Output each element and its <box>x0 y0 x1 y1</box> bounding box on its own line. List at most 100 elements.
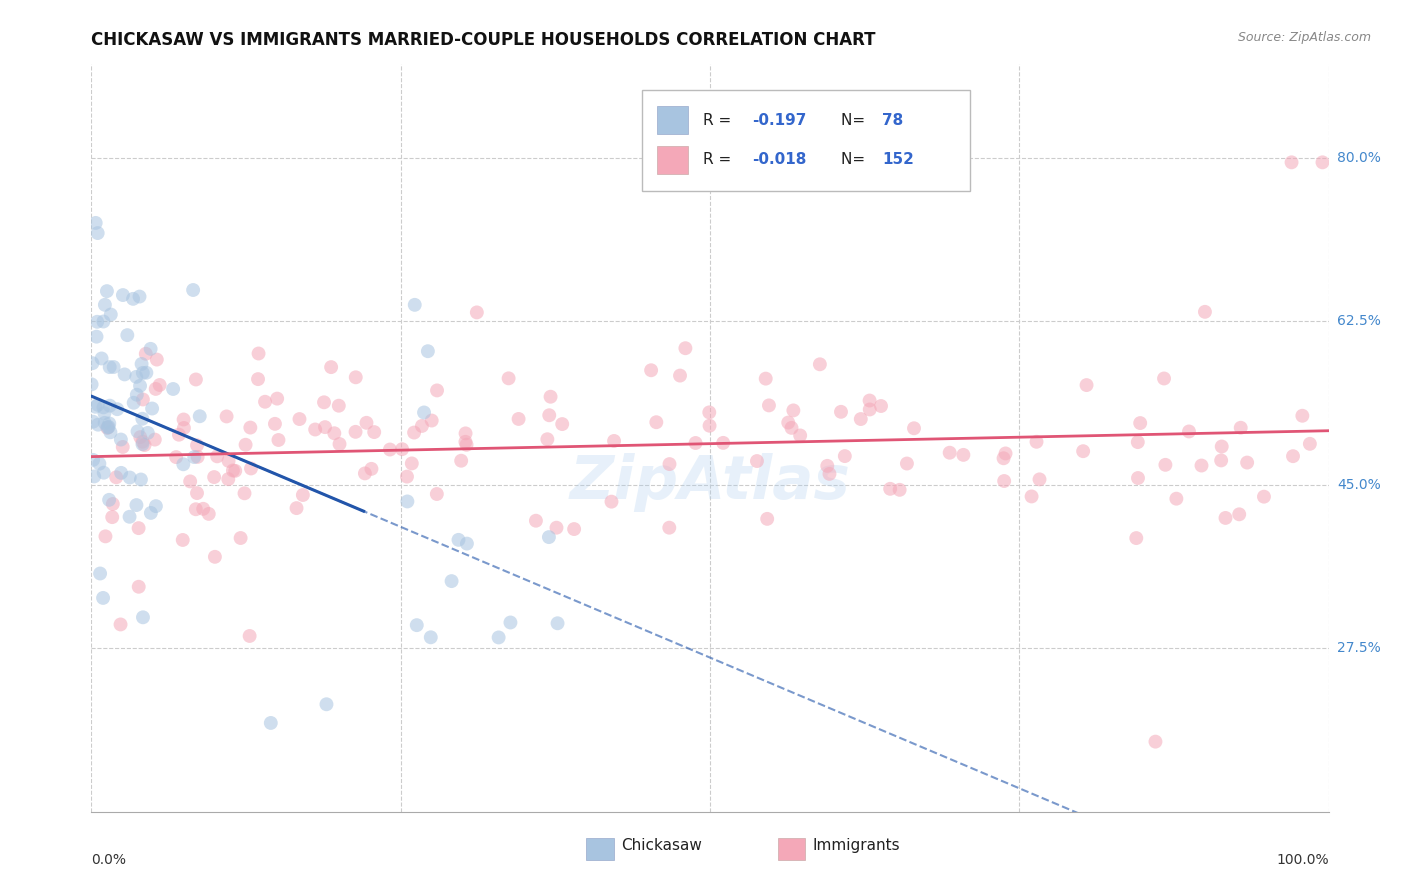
Point <box>849 412 872 426</box>
Point <box>323 426 346 441</box>
Point <box>122 396 145 410</box>
Point <box>658 457 681 471</box>
Point <box>356 416 378 430</box>
Point <box>145 499 167 513</box>
Point <box>1125 531 1147 545</box>
Point <box>603 434 626 448</box>
Point <box>139 342 162 356</box>
Point <box>1153 371 1175 385</box>
Point <box>354 467 377 481</box>
Point <box>1126 471 1149 485</box>
Point <box>134 438 156 452</box>
Point <box>344 425 367 439</box>
Point <box>186 486 208 500</box>
Point <box>98 417 121 431</box>
Point <box>1229 421 1251 435</box>
Point <box>1211 440 1233 454</box>
Point <box>93 406 115 420</box>
Point <box>499 615 522 630</box>
Point <box>315 698 337 712</box>
Point <box>658 521 681 535</box>
Point <box>91 591 114 605</box>
Point <box>247 372 270 386</box>
Text: 27.5%: 27.5% <box>1337 641 1381 656</box>
Point <box>993 451 1015 466</box>
Point <box>98 492 121 507</box>
Point <box>778 416 800 430</box>
Point <box>808 357 831 371</box>
Point <box>498 371 520 385</box>
Point <box>93 466 115 480</box>
Point <box>673 341 696 355</box>
Point <box>1312 155 1334 169</box>
Point <box>1126 435 1149 450</box>
Point <box>162 382 184 396</box>
Point <box>645 415 668 429</box>
Point <box>1299 437 1322 451</box>
Point <box>815 458 838 473</box>
Point <box>1076 378 1098 392</box>
Text: N=: N= <box>841 112 870 128</box>
Text: -0.018: -0.018 <box>752 153 807 168</box>
Text: 80.0%: 80.0% <box>1337 151 1381 165</box>
Point <box>755 371 778 385</box>
Point <box>97 420 120 434</box>
Point <box>80 377 103 392</box>
Point <box>952 448 974 462</box>
Point <box>1144 734 1167 748</box>
Point <box>758 398 780 412</box>
Point <box>404 425 426 440</box>
Point <box>218 454 240 468</box>
Text: 62.5%: 62.5% <box>1337 314 1381 328</box>
Point <box>314 420 336 434</box>
Point <box>440 574 463 588</box>
FancyBboxPatch shape <box>643 90 970 191</box>
Point <box>184 372 207 386</box>
Point <box>93 416 115 430</box>
Point <box>131 411 153 425</box>
Point <box>197 507 219 521</box>
Point <box>105 470 128 484</box>
Point <box>125 498 148 512</box>
Point <box>122 292 145 306</box>
Point <box>903 421 925 435</box>
Point <box>859 402 882 417</box>
Point <box>405 618 427 632</box>
Point <box>93 401 115 415</box>
Point <box>447 533 470 547</box>
Text: 100.0%: 100.0% <box>1277 853 1329 867</box>
Point <box>540 390 562 404</box>
Point <box>87 398 110 412</box>
Point <box>173 421 195 435</box>
Point <box>202 470 225 484</box>
Text: Source: ZipAtlas.com: Source: ZipAtlas.com <box>1237 31 1371 45</box>
Point <box>465 305 488 319</box>
Point <box>401 457 423 471</box>
Point <box>129 430 152 444</box>
Point <box>546 521 568 535</box>
Point <box>547 616 569 631</box>
Point <box>1191 458 1213 473</box>
Point <box>378 442 401 457</box>
Text: 152: 152 <box>882 153 914 168</box>
Point <box>187 450 209 464</box>
Point <box>132 366 155 380</box>
Point <box>186 438 208 452</box>
Point <box>419 630 441 644</box>
Point <box>1071 444 1094 458</box>
Point <box>247 346 270 360</box>
Point <box>524 514 547 528</box>
Point <box>125 388 148 402</box>
Point <box>84 400 107 414</box>
Text: ZipAtlas: ZipAtlas <box>569 453 851 512</box>
Point <box>699 418 721 433</box>
Point <box>312 395 335 409</box>
Point <box>146 352 169 367</box>
Point <box>128 521 150 535</box>
Point <box>141 401 163 416</box>
Point <box>98 360 121 375</box>
Point <box>215 409 238 424</box>
Point <box>285 501 308 516</box>
Point <box>344 370 367 384</box>
Point <box>167 427 190 442</box>
